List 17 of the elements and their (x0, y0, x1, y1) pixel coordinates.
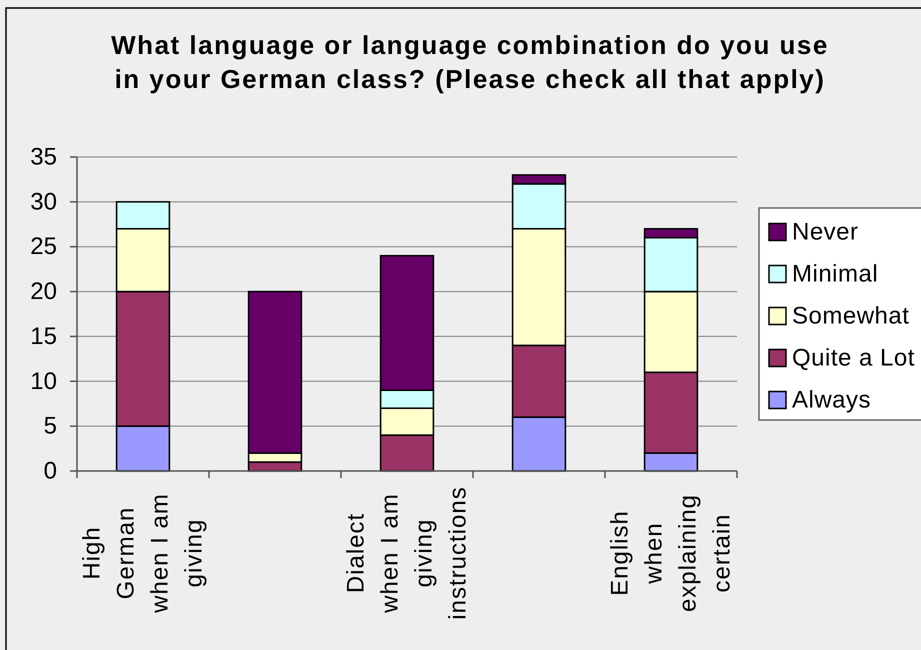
x-tick-label: Dialect when I am giving instructions (342, 486, 472, 620)
y-tick-label: 0 (44, 458, 57, 484)
y-tick-label: 5 (44, 412, 57, 440)
y-tick-label: 30 (30, 188, 57, 216)
legend-label: Never (792, 218, 859, 246)
y-tick-label: 25 (30, 233, 57, 260)
y-tick-label: 15 (30, 322, 57, 350)
chart-title: What language or language combination do you use in your German class? (Please check all that apply) (111, 30, 829, 94)
legend-label: Minimal (792, 260, 878, 288)
legend-label: Always (792, 386, 872, 414)
x-tick-label: High German when I am giving (78, 493, 208, 614)
y-tick-label: 20 (30, 278, 57, 306)
y-tick-label: 35 (30, 144, 57, 170)
legend-label: Somewhat (792, 302, 910, 330)
x-tick-label: English when explaining certain (606, 494, 736, 612)
legend-label: Quite a Lot (792, 344, 915, 372)
y-tick-label: 10 (30, 368, 57, 395)
